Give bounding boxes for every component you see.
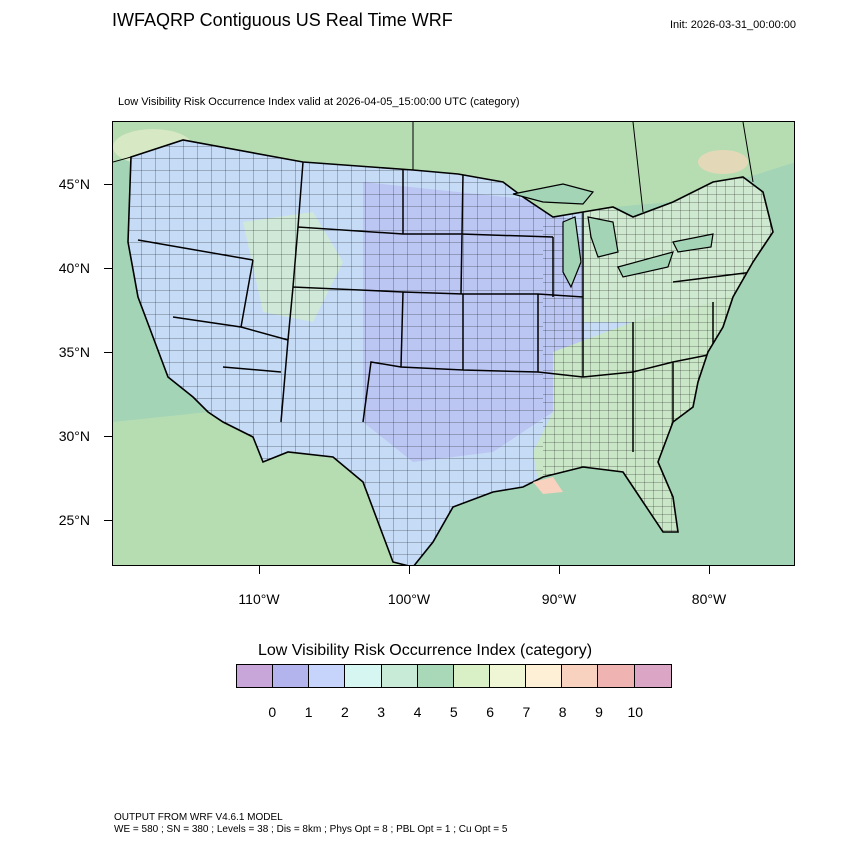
lat-label-45n: 45°N bbox=[58, 176, 90, 192]
legend-title: Low Visibility Risk Occurrence Index (ca… bbox=[257, 642, 593, 659]
colorbar-swatch-5 bbox=[417, 665, 454, 687]
lon-tick bbox=[559, 566, 560, 574]
colorbar-label-9: 9 bbox=[595, 704, 603, 720]
us-map bbox=[113, 122, 794, 565]
main-title: IWFAQRP Contiguous US Real Time WRF bbox=[112, 10, 453, 30]
lat-label-40n: 40°N bbox=[58, 260, 90, 276]
lat-tick bbox=[104, 520, 112, 521]
colorbar-swatch-8 bbox=[526, 665, 563, 687]
us-outline bbox=[127, 139, 774, 565]
lon-label-100w: 100°W bbox=[387, 591, 431, 607]
lat-tick bbox=[104, 268, 112, 269]
colorbar-label-0: 0 bbox=[268, 704, 277, 720]
lat-tick bbox=[104, 352, 112, 353]
colorbar-swatch-4 bbox=[381, 665, 418, 687]
great-lakes bbox=[512, 183, 714, 289]
colorbar-label-7: 7 bbox=[522, 704, 531, 720]
colorbar-swatch-9 bbox=[562, 665, 599, 687]
colorbar-swatch-0 bbox=[237, 665, 274, 687]
footer-config-line: WE = 580 ; SN = 380 ; Levels = 38 ; Dis … bbox=[114, 824, 508, 835]
colorbar-label-6: 6 bbox=[486, 704, 494, 720]
colorbar-swatch-3 bbox=[345, 665, 382, 687]
mexico-land bbox=[113, 412, 405, 565]
colorbar bbox=[236, 664, 672, 688]
colorbar-swatch-10 bbox=[598, 665, 635, 687]
footer-model-line: OUTPUT FROM WRF V4.6.1 MODEL bbox=[114, 812, 283, 823]
lon-label-80w: 80°W bbox=[691, 591, 727, 607]
colorbar-label-8: 8 bbox=[558, 704, 567, 720]
map-frame bbox=[112, 121, 795, 566]
lat-label-30n: 30°N bbox=[58, 428, 90, 444]
border-lines bbox=[113, 122, 754, 213]
lat-label-35n: 35°N bbox=[58, 344, 90, 360]
colorbar-swatch-2 bbox=[309, 665, 346, 687]
quebec-high-terrain bbox=[698, 150, 748, 174]
lon-tick bbox=[259, 566, 260, 574]
state-boundaries bbox=[137, 161, 754, 452]
colorbar-label-1: 1 bbox=[304, 704, 313, 720]
lon-tick bbox=[709, 566, 710, 574]
canada-land bbox=[113, 122, 794, 217]
lon-label-90w: 90°W bbox=[541, 591, 577, 607]
lat-label-25n: 25°N bbox=[58, 512, 90, 528]
colorbar-label-4: 4 bbox=[413, 704, 422, 720]
colorbar-label-5: 5 bbox=[449, 704, 458, 720]
colorbar-label-3: 3 bbox=[377, 704, 386, 720]
colorbar-swatch-7 bbox=[489, 665, 527, 687]
colorbar-label-2: 2 bbox=[340, 704, 349, 720]
colorbar-swatch-1 bbox=[273, 665, 310, 687]
lon-tick bbox=[409, 566, 410, 574]
lon-label-110w: 110°W bbox=[238, 591, 280, 607]
init-time: Init: 2026-03-31_00:00:00 bbox=[670, 19, 796, 31]
lat-tick bbox=[104, 184, 112, 185]
gulf-coast-hotspot bbox=[533, 477, 563, 494]
lat-tick bbox=[104, 436, 112, 437]
colorbar-label-10: 10 bbox=[627, 704, 644, 720]
colorbar-swatch-11 bbox=[634, 665, 671, 687]
colorbar-swatch-6 bbox=[453, 665, 490, 687]
map-subtitle: Low Visibility Risk Occurrence Index val… bbox=[118, 96, 520, 108]
